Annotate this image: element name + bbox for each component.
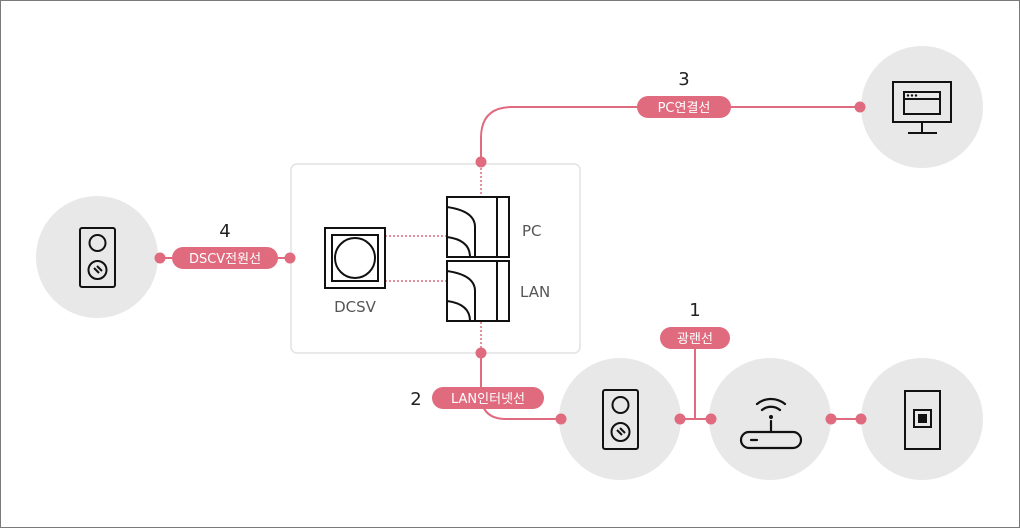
router-circle — [709, 358, 831, 480]
wifi-dot — [769, 415, 773, 419]
pc-port — [446, 196, 510, 258]
pc-cable-line — [480, 106, 860, 162]
lan-internet-line — [480, 353, 561, 420]
dot-dcsv — [284, 252, 296, 264]
outlet-left-circle — [36, 196, 158, 318]
wall-jack-icon — [904, 390, 941, 450]
dot-monitor — [854, 101, 866, 113]
lan-port-label: LAN — [520, 283, 550, 301]
pill-lan-internet: LAN인터넷선 — [432, 387, 544, 409]
pill-pc-cable: PC연결선 — [637, 96, 731, 118]
monitor-icon — [892, 81, 952, 134]
outlet-icon — [602, 389, 639, 450]
number-4: 4 — [219, 221, 230, 242]
dot-wall-jack — [855, 413, 867, 425]
dot-lan-port — [475, 347, 487, 359]
dot-outlet-bottom-right — [674, 413, 686, 425]
pill-fiber: 광랜선 — [660, 327, 730, 349]
monitor-dots — [906, 94, 918, 97]
number-2: 2 — [410, 389, 421, 410]
dot-outlet-bottom-left — [555, 413, 567, 425]
lan-internet-label: LAN인터넷선 — [451, 392, 525, 407]
dot-router-right — [825, 413, 837, 425]
dot-outlet-left — [154, 252, 166, 264]
pc-port-label: PC — [522, 222, 542, 240]
number-3: 3 — [678, 69, 689, 90]
pc-cable-label: PC연결선 — [658, 101, 711, 116]
number-1: 1 — [689, 300, 700, 321]
lan-port — [446, 260, 510, 322]
fiber-label: 광랜선 — [677, 332, 713, 347]
outlet-bottom-circle — [559, 358, 681, 480]
dcsv-device — [324, 227, 386, 289]
dot-pc-port — [475, 156, 487, 168]
wifi-router-icon — [739, 397, 803, 450]
dcsv-label: DCSV — [334, 298, 377, 316]
outlet-icon — [79, 227, 116, 288]
pill-dcsv-power: DSCV전원선 — [172, 247, 278, 269]
dot-router-left — [705, 413, 717, 425]
dcsv-power-label: DSCV전원선 — [189, 252, 261, 267]
monitor-circle — [861, 46, 983, 168]
